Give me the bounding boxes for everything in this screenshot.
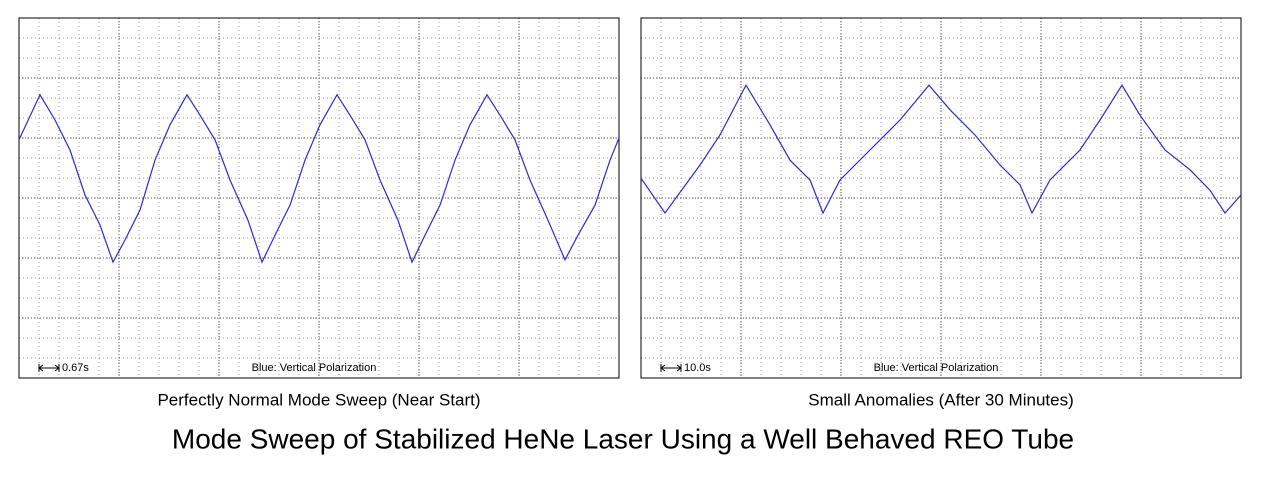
annotation: Blue: Vertical Polarization	[252, 362, 377, 374]
annotation: Blue: Vertical Polarization	[874, 362, 999, 374]
plot-border	[640, 17, 1242, 379]
panel-caption: Small Anomalies (After 30 Minutes)	[808, 390, 1074, 409]
plot-border	[18, 17, 620, 379]
main-title: Mode Sweep of Stabilized HeNe Laser Usin…	[172, 423, 1074, 454]
panel: 10.0s Blue: Vertical Polarization	[640, 17, 1242, 379]
trace	[640, 83, 1242, 215]
scale-label: 0.67s	[62, 362, 89, 374]
panel-caption: Perfectly Normal Mode Sweep (Near Start)	[157, 390, 480, 409]
scale-marker	[660, 364, 682, 372]
trace	[18, 93, 620, 264]
scale-label: 10.0s	[684, 362, 711, 374]
panel: 0.67s Blue: Vertical Polarization	[18, 17, 620, 379]
scale-marker	[38, 364, 60, 372]
